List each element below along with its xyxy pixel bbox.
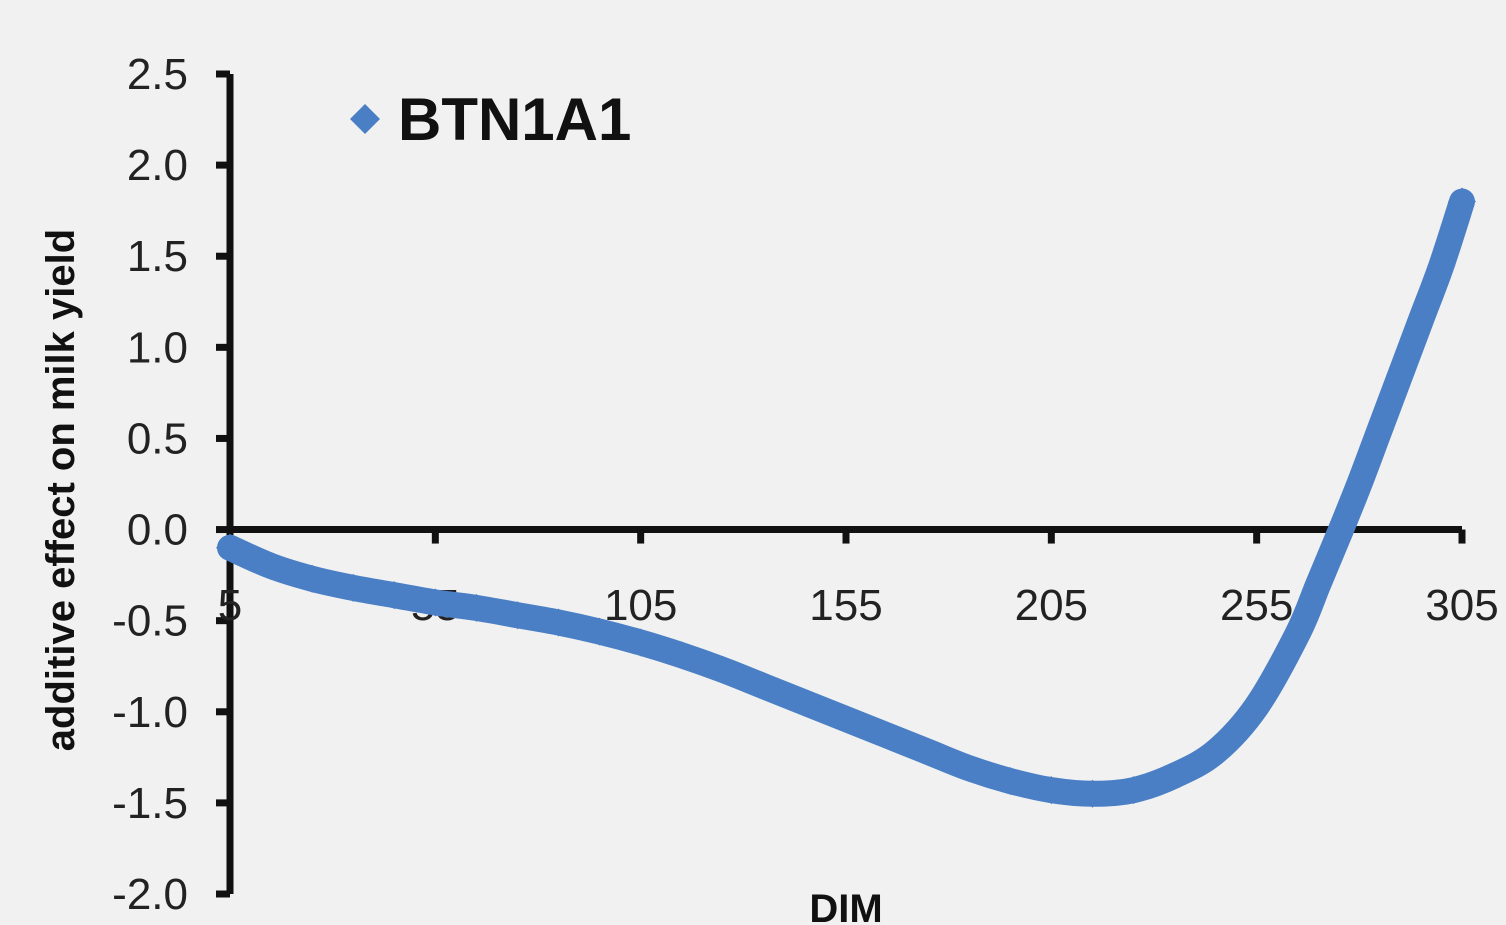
data-point-4 bbox=[380, 581, 409, 610]
data-point-34 bbox=[1448, 187, 1476, 216]
axes: 2.52.01.51.00.50.0-0.5-1.0-1.5-2.0555105… bbox=[112, 50, 1499, 919]
series-btn1a1 bbox=[216, 187, 1476, 808]
x-tick-label-0: 5 bbox=[218, 581, 242, 630]
data-point-8 bbox=[544, 608, 573, 637]
data-point-5 bbox=[421, 588, 450, 617]
data-point-12 bbox=[708, 655, 737, 684]
data-point-15 bbox=[832, 705, 860, 734]
y-axis-title: additive effect on milk yield bbox=[39, 229, 83, 751]
series-line-btn1a1 bbox=[217, 188, 1475, 807]
data-point-17 bbox=[914, 737, 943, 766]
data-point-18 bbox=[955, 754, 984, 783]
data-point-20 bbox=[1037, 776, 1066, 805]
legend: BTN1A1 bbox=[350, 86, 631, 153]
data-point-13 bbox=[749, 672, 778, 701]
y-tick-label-6: -0.5 bbox=[112, 597, 188, 646]
data-point-29 bbox=[1345, 470, 1374, 498]
data-point-31 bbox=[1386, 360, 1415, 389]
data-point-30 bbox=[1365, 415, 1394, 444]
data-point-11 bbox=[667, 641, 696, 670]
y-tick-label-1: 2.0 bbox=[127, 141, 188, 190]
y-tick-label-0: 2.5 bbox=[127, 50, 188, 99]
data-point-2 bbox=[298, 564, 327, 593]
data-point-22 bbox=[1119, 776, 1148, 805]
y-tick-label-3: 1.0 bbox=[127, 323, 188, 372]
legend-label: BTN1A1 bbox=[398, 86, 631, 153]
x-axis-title: DIM bbox=[809, 887, 882, 925]
data-point-0 bbox=[216, 533, 244, 562]
data-point-26 bbox=[1283, 619, 1312, 648]
data-point-32 bbox=[1406, 306, 1435, 334]
data-point-3 bbox=[339, 573, 368, 602]
y-tick-label-2: 1.5 bbox=[127, 232, 188, 281]
data-point-27 bbox=[1304, 570, 1333, 599]
x-tick-label-6: 305 bbox=[1425, 581, 1498, 630]
data-point-9 bbox=[585, 617, 614, 646]
legend-marker-diamond bbox=[350, 104, 380, 134]
data-point-14 bbox=[790, 688, 819, 717]
y-tick-label-9: -2.0 bbox=[112, 870, 188, 919]
data-point-16 bbox=[873, 721, 902, 750]
data-point-24 bbox=[1201, 737, 1230, 766]
data-point-21 bbox=[1078, 779, 1107, 808]
data-point-28 bbox=[1324, 521, 1353, 550]
y-tick-label-4: 0.5 bbox=[127, 414, 188, 463]
data-point-23 bbox=[1160, 761, 1189, 790]
data-point-6 bbox=[462, 593, 491, 622]
y-tick-label-5: 0.0 bbox=[127, 506, 188, 555]
data-point-1 bbox=[257, 552, 286, 580]
data-point-33 bbox=[1427, 251, 1456, 280]
y-tick-label-8: -1.5 bbox=[112, 779, 188, 828]
x-tick-label-3: 155 bbox=[809, 581, 882, 630]
data-point-7 bbox=[503, 601, 532, 630]
x-tick-label-5: 255 bbox=[1220, 581, 1293, 630]
data-point-19 bbox=[996, 767, 1025, 796]
y-tick-label-7: -1.0 bbox=[112, 688, 188, 737]
x-tick-label-2: 105 bbox=[604, 581, 677, 630]
data-point-10 bbox=[626, 628, 655, 657]
data-point-25 bbox=[1242, 692, 1271, 721]
x-tick-label-4: 205 bbox=[1015, 581, 1088, 630]
